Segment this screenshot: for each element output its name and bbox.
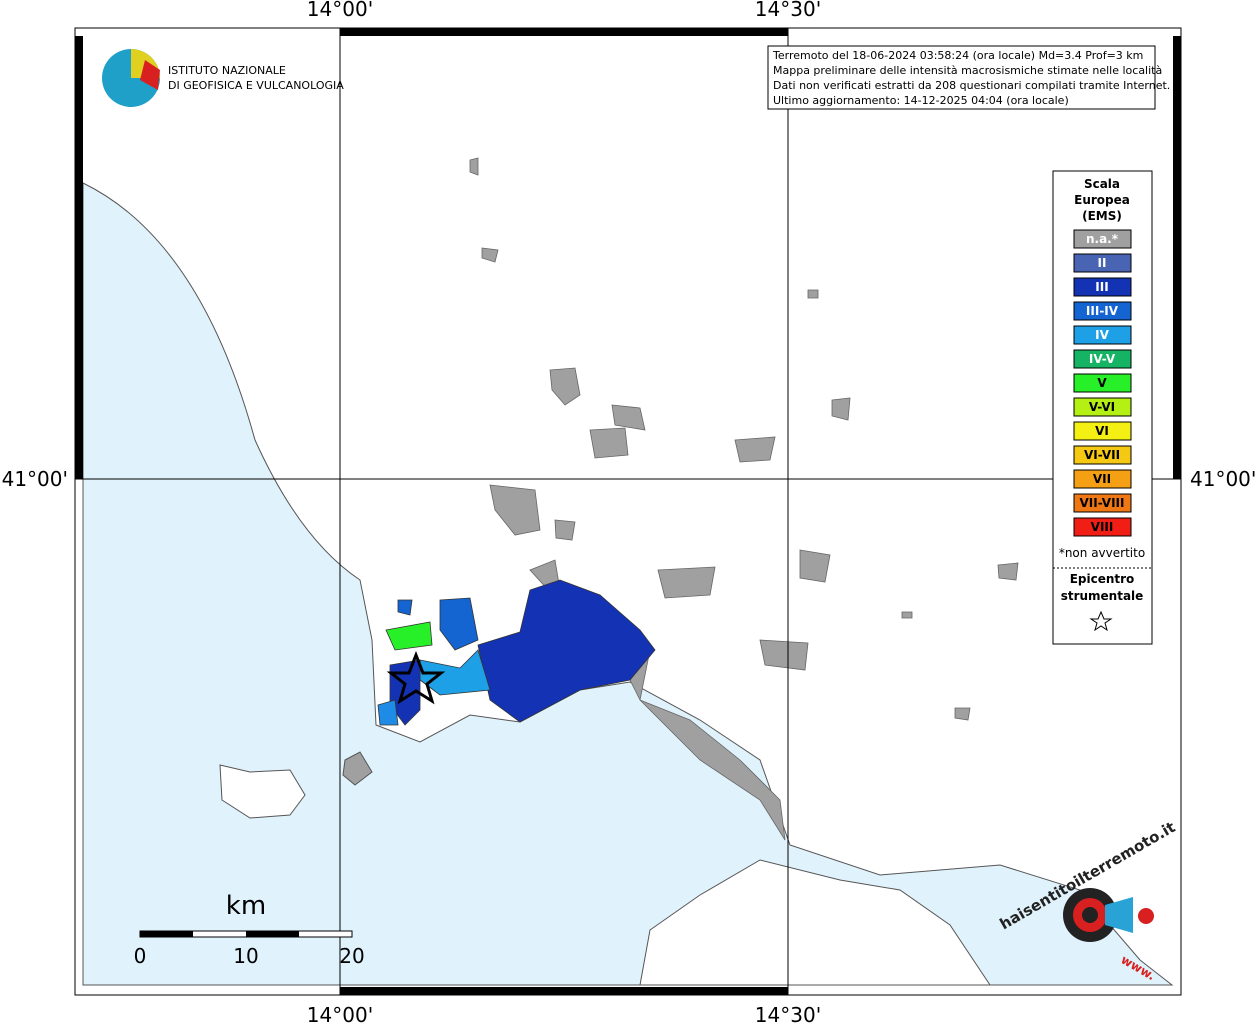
legend-swatch: [1073, 325, 1132, 345]
scale-unit: km: [226, 891, 266, 921]
legend-swatch: [1073, 421, 1132, 441]
legend-swatch: [1073, 301, 1132, 321]
graticule: [75, 28, 1181, 995]
legend-label: V-VI: [1089, 400, 1115, 414]
peninsula: [639, 859, 991, 986]
island: [342, 751, 373, 786]
intensity-area: [477, 579, 656, 723]
legend-label: n.a.*: [1086, 232, 1119, 246]
logo-text: ISTITUTO NAZIONALE: [168, 64, 286, 77]
logo-globe: [140, 60, 160, 90]
legend-title: Scala: [1084, 177, 1120, 191]
info-box: [767, 45, 1156, 110]
lon-label: 14°00': [307, 0, 373, 21]
scale-label: 10: [233, 944, 258, 968]
intensity-area: [377, 699, 399, 726]
legend-swatch: [1073, 517, 1132, 537]
lon-label: 14°30': [755, 1003, 821, 1024]
info-line: Dati non verificati estratti da 208 ques…: [773, 79, 1170, 92]
legend-swatch: [1073, 445, 1132, 465]
legend-epicentre: Epicentro: [1070, 572, 1135, 586]
legend-title: Europea: [1074, 193, 1130, 207]
legend-label: VI-VII: [1084, 448, 1120, 462]
logo-text: DI GEOFISICA E VULCANOLOGIA: [168, 79, 344, 92]
frame-bars: [75, 28, 1181, 995]
legend-swatch: [1073, 469, 1132, 489]
lon-label: 14°30': [755, 0, 821, 21]
legend-note: *non avvertito: [1059, 546, 1145, 560]
scale-bar: [139, 930, 353, 938]
intensity-area: [397, 599, 413, 616]
lon-label: 14°00': [307, 1003, 373, 1024]
legend-swatch: [1073, 253, 1132, 273]
legend-swatch: [1073, 277, 1132, 297]
legend-swatch: [1073, 229, 1132, 249]
legend-label: IV: [1095, 328, 1109, 342]
intensity-area: [439, 597, 479, 651]
legend-epicentre: strumentale: [1061, 589, 1144, 603]
lat-label: 41°00': [2, 467, 68, 491]
legend-label: VII-VIII: [1079, 496, 1124, 510]
legend-swatch: [1073, 493, 1132, 513]
legend-label: V: [1097, 376, 1107, 390]
legend-label: VIII: [1091, 520, 1114, 534]
legend-star: [1089, 610, 1113, 632]
legend-title: (EMS): [1082, 209, 1122, 223]
legend-swatch: [1073, 349, 1132, 369]
intensity-area: [385, 621, 433, 651]
island: [219, 764, 306, 819]
lat-label: 41°00': [1190, 467, 1255, 491]
legend-swatch: [1073, 397, 1132, 417]
scale-label: 20: [339, 944, 364, 968]
info-line: Terremoto del 18-06-2024 03:58:24 (ora l…: [772, 49, 1143, 62]
info: Terremoto del 18-06-2024 03:58:24 (ora l…: [772, 49, 1170, 107]
info-line: Mappa preliminare delle intensità macros…: [773, 64, 1162, 77]
legend-label: III-IV: [1086, 304, 1119, 318]
legend-swatch: [1073, 373, 1132, 393]
legend-label: VII: [1093, 472, 1111, 486]
legend-label: III: [1095, 280, 1108, 294]
legend-label: VI: [1095, 424, 1109, 438]
epicentre-star: [386, 650, 446, 705]
legend-label: II: [1098, 256, 1107, 270]
legend: ScalaEuropea(EMS)n.a.*IIIIIIII-IVIVIV-VV…: [1073, 177, 1132, 537]
scale-label: 0: [134, 944, 147, 968]
info-line: Ultimo aggiornamento: 14-12-2025 04:04 (…: [773, 94, 1069, 107]
legend-label: IV-V: [1089, 352, 1116, 366]
